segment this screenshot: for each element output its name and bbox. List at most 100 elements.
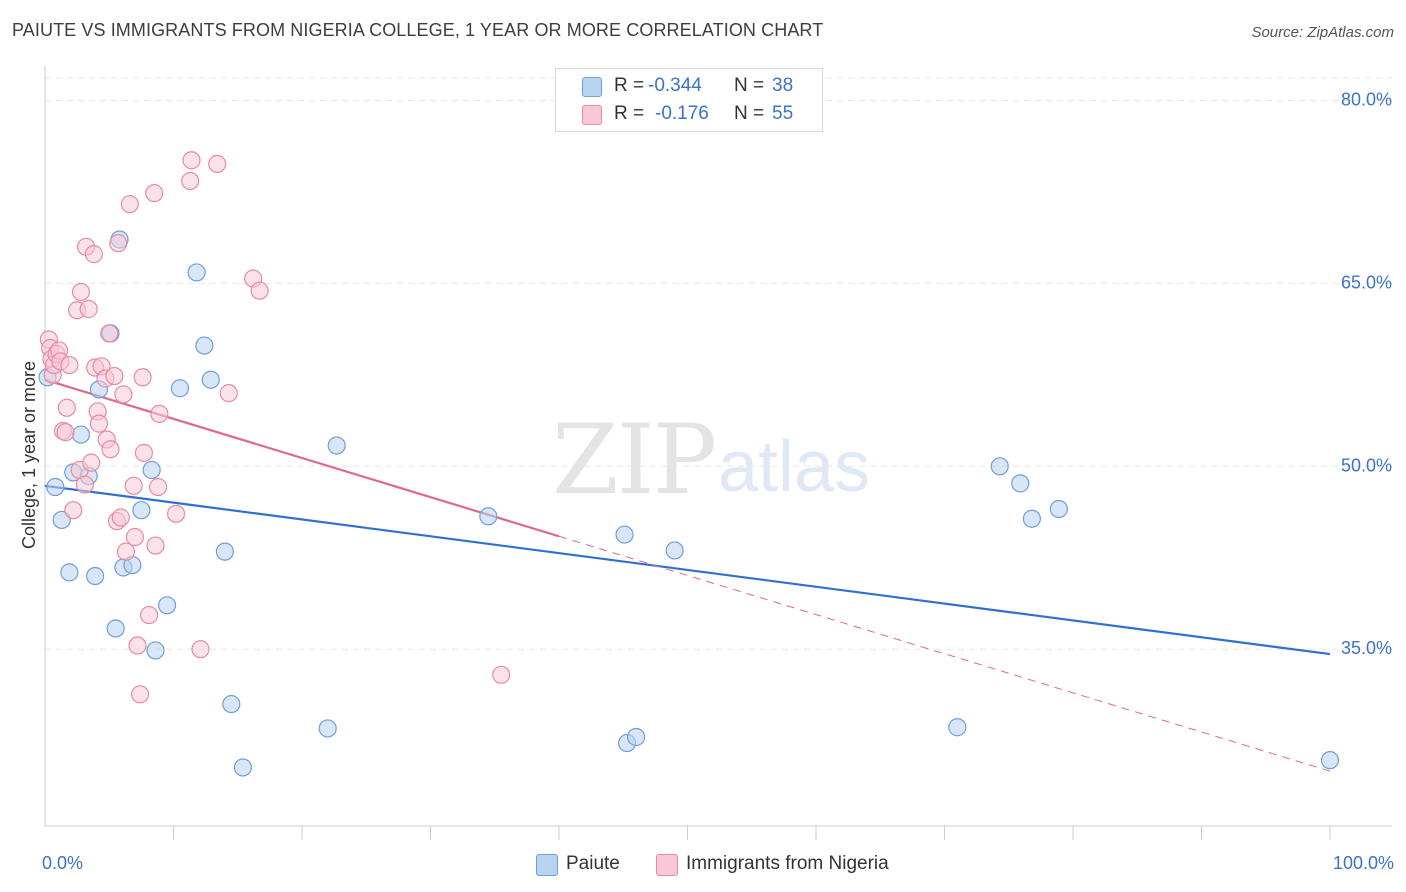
paiute-point: [71, 425, 91, 444]
tick-labels: 35.0% 50.0% 65.0% 80.0% 0.0% 100.0% College, 1…: [19, 89, 1394, 873]
paiute-point: [132, 501, 151, 520]
legend-row-paiute: R = -0.344 N = 38: [556, 73, 822, 99]
nigeria-point: [150, 404, 169, 423]
nigeria-point: [148, 477, 168, 497]
paiute-point: [948, 718, 967, 737]
nigeria-point: [250, 281, 269, 300]
y-tick-label: 50.0%: [1341, 455, 1392, 475]
x-tick-label: 0.0%: [42, 853, 83, 873]
nigeria-point: [133, 368, 152, 387]
nigeria-point: [75, 475, 94, 494]
nigeria-point: [139, 605, 159, 625]
paiute-point: [318, 719, 337, 738]
nigeria-point: [191, 640, 210, 659]
nigeria-point: [125, 527, 145, 547]
nigeria-point: [100, 324, 119, 343]
paiute-point: [187, 263, 206, 282]
legend-n-value: 38: [772, 75, 794, 96]
paiute-point: [233, 758, 252, 777]
legend-swatch-paiute: [536, 854, 558, 876]
nigeria-trend-line-extension: [558, 535, 1331, 772]
y-tick-label: 65.0%: [1341, 272, 1392, 292]
nigeria-trend-line: [44, 378, 560, 538]
nigeria-point: [84, 245, 103, 264]
legend-swatch-nigeria: [582, 105, 602, 125]
paiute-point: [142, 460, 161, 480]
source-label: Source: ZipAtlas.com: [1251, 24, 1394, 41]
y-tick-label: 80.0%: [1341, 89, 1392, 109]
paiute-point: [327, 436, 346, 455]
paiute-point: [1320, 751, 1340, 770]
paiute-point: [46, 477, 65, 497]
nigeria-point: [219, 384, 238, 403]
axes: [44, 66, 1392, 840]
paiute-point: [52, 510, 71, 530]
paiute-point: [215, 542, 234, 561]
nigeria-point: [120, 195, 139, 214]
watermark-atlas: atlas: [718, 427, 871, 507]
paiute-point: [201, 370, 220, 389]
legend-n-label: N =: [734, 75, 765, 96]
nigeria-point: [208, 154, 227, 173]
nigeria-point: [111, 508, 130, 527]
nigeria-point: [492, 665, 511, 684]
watermark-zip: ZIP: [552, 404, 717, 516]
paiute-point: [1022, 509, 1041, 528]
legend-n-label: N =: [734, 103, 765, 124]
nigeria-point: [116, 542, 136, 561]
legend-r-label: R =: [614, 75, 645, 96]
nigeria-point: [182, 151, 201, 170]
paiute-point: [146, 641, 165, 660]
y-axis-label: College, 1 year or more: [19, 361, 39, 549]
gridlines: [45, 77, 1392, 650]
paiute-point: [195, 336, 214, 355]
nigeria-point: [56, 423, 75, 442]
paiute-point: [626, 727, 646, 747]
nigeria-point: [146, 536, 165, 555]
paiute-point: [479, 507, 498, 526]
legend-label-paiute: Paiute: [566, 853, 620, 874]
nigeria-point: [79, 299, 98, 319]
paiute-point: [157, 596, 177, 615]
paiute-point: [615, 525, 634, 544]
paiute-point: [106, 619, 125, 638]
paiute-point: [222, 694, 241, 714]
paiute-point: [990, 457, 1009, 476]
data-points: [38, 151, 1340, 777]
paiute-trend-line: [44, 484, 1331, 656]
paiute-point: [665, 541, 684, 560]
nigeria-point: [82, 453, 101, 472]
y-tick-label: 35.0%: [1341, 638, 1392, 658]
nigeria-point: [57, 398, 76, 417]
nigeria-point: [101, 440, 120, 459]
nigeria-point: [134, 443, 154, 462]
x-tick-label: 100.0%: [1333, 853, 1394, 873]
paiute-point: [1011, 474, 1030, 493]
nigeria-point: [124, 476, 143, 495]
nigeria-point: [89, 414, 109, 433]
nigeria-point: [145, 184, 164, 203]
legend-r-value: -0.344: [648, 75, 702, 96]
chart-title: PAIUTE VS IMMIGRANTS FROM NIGERIA COLLEG…: [12, 20, 824, 40]
nigeria-point: [105, 366, 124, 386]
legend-swatch-nigeria: [656, 854, 678, 876]
legend-n-value: 55: [772, 103, 794, 124]
legend-r-label: R =: [614, 103, 645, 124]
nigeria-point: [166, 504, 186, 523]
legend-label-nigeria: Immigrants from Nigeria: [686, 853, 889, 874]
nigeria-point: [109, 234, 128, 253]
legend-swatch-paiute: [582, 77, 602, 97]
legend-row-nigeria: R = -0.176 N = 55: [556, 101, 822, 127]
paiute-point: [170, 379, 190, 398]
nigeria-point: [71, 282, 91, 302]
nigeria-point: [64, 501, 83, 520]
nigeria-point: [114, 385, 133, 404]
legend-r-value: -0.176: [655, 103, 709, 124]
trend-lines: [44, 378, 1331, 772]
paiute-point: [60, 563, 79, 582]
nigeria-point: [60, 355, 79, 375]
correlation-legend: R = -0.344 N = 38 R = -0.176 N = 55: [555, 68, 823, 132]
paiute-point: [86, 566, 105, 586]
paiute-point: [1049, 499, 1068, 519]
